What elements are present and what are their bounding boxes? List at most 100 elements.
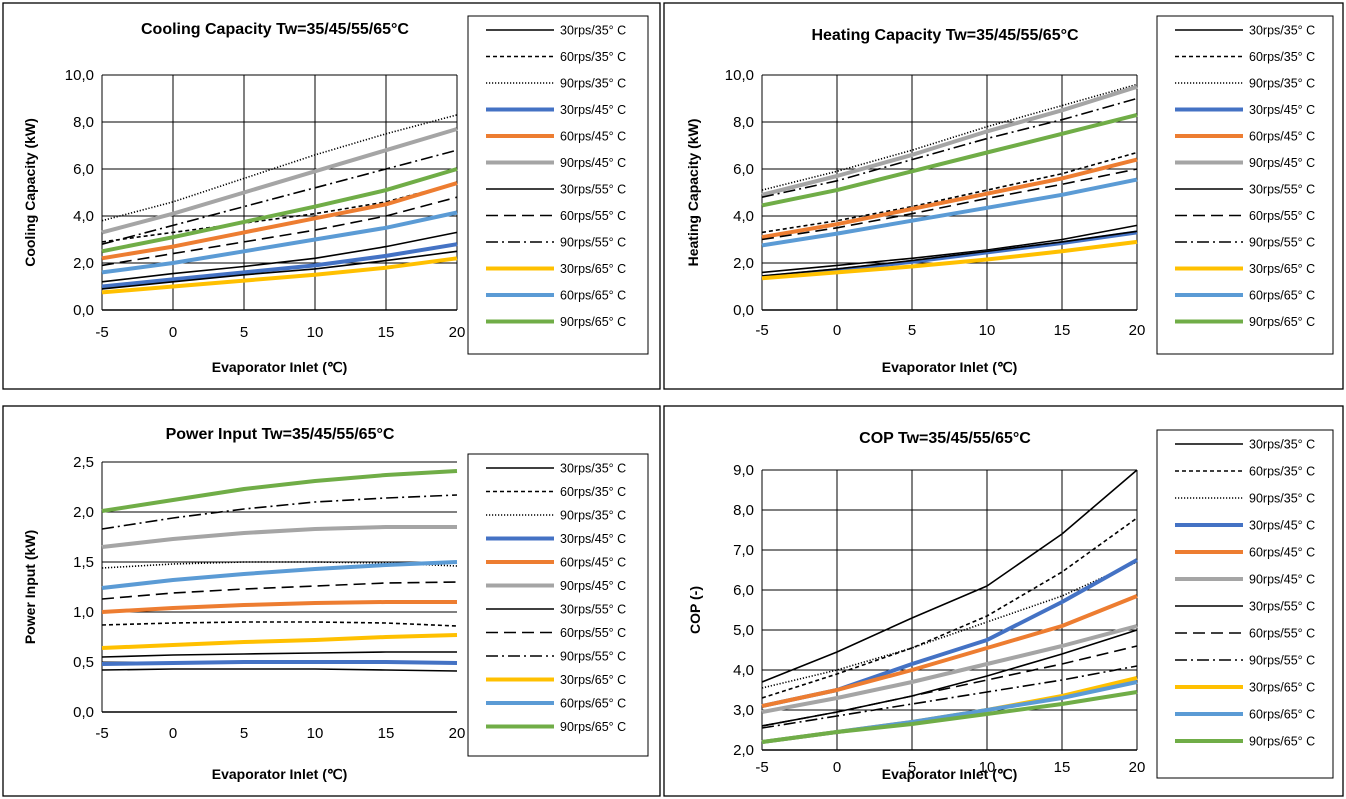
- y-axis-title: Cooling Capacity (kW): [22, 118, 38, 267]
- legend-label: 60rps/55° C: [1249, 627, 1315, 641]
- legend-label: 60rps/35° C: [1249, 465, 1315, 479]
- y-tick-label: 2,0: [733, 742, 754, 759]
- legend-label: 30rps/65° C: [1249, 262, 1315, 276]
- series-line: [101, 633, 458, 650]
- legend-label: 60rps/45° C: [560, 130, 626, 144]
- y-tick-label: 9,0: [733, 462, 754, 479]
- series-line: [761, 157, 1138, 240]
- x-axis-title: Evaporator Inlet (℃): [882, 359, 1018, 375]
- series-line: [761, 690, 1138, 744]
- x-axis-title: Evaporator Inlet (℃): [882, 766, 1018, 782]
- chart-title: COP Tw=35/45/55/65°C: [859, 430, 1031, 447]
- y-tick-label: 7,0: [733, 542, 754, 559]
- series-line: [761, 177, 1138, 248]
- legend-label: 90rps/65° C: [560, 720, 626, 734]
- series-line: [761, 224, 1138, 274]
- y-tick-label: 4,0: [733, 662, 754, 679]
- x-tick-label: 0: [833, 322, 841, 339]
- legend-label: 60rps/55° C: [560, 209, 626, 223]
- y-tick-label: 2,0: [73, 255, 94, 272]
- legend: 30rps/35° C 60rps/35° C 90rps/35° C 30rps/4…: [467, 453, 649, 757]
- legend-label: 30rps/65° C: [560, 673, 626, 687]
- series-line: [101, 256, 458, 295]
- x-tick-label: 20: [1129, 759, 1146, 776]
- legend-label: 30rps/35° C: [560, 24, 626, 38]
- y-tick-label: 4,0: [73, 208, 94, 225]
- legend-label: 30rps/55° C: [1249, 183, 1315, 197]
- legend-label: 90rps/35° C: [1249, 492, 1315, 506]
- x-tick-label: -5: [95, 725, 108, 742]
- series-line: [101, 525, 457, 549]
- legend-label: 60rps/55° C: [560, 626, 626, 640]
- y-tick-label: 0,0: [73, 302, 94, 319]
- legend: 30rps/35° C 60rps/35° C 90rps/35° C 30rps/4…: [1156, 15, 1334, 355]
- legend-label: 30rps/55° C: [1249, 600, 1315, 614]
- legend-box: [467, 15, 649, 355]
- x-tick-label: 20: [449, 725, 466, 742]
- series-line: [761, 84, 1138, 197]
- y-tick-label: 8,0: [733, 114, 754, 131]
- series-line: [101, 581, 458, 600]
- legend: 30rps/35° C 60rps/35° C 90rps/35° C 30rps/4…: [467, 15, 649, 355]
- y-axis-title: Power Input (kW): [22, 530, 38, 644]
- power-input-chart: 0,0 0,5 1,0 1,5 2,0 2,5 -5 0 5 10 15 20 Power Input …: [2, 405, 661, 797]
- heating-capacity-chart: 0,0 2,0 4,0 6,0 8,0 10,0 -5 0 5 10 15 20 Heating Cap…: [663, 2, 1344, 390]
- series-line: [761, 517, 1138, 699]
- cooling-capacity-chart: 0,0 2,0 4,0 6,0 8,0 10,0 -5 0 5 10 15 20 Cooling Cap…: [2, 2, 661, 390]
- series-line: [101, 668, 458, 672]
- legend-label: 60rps/45° C: [560, 556, 626, 570]
- series-line: [101, 561, 458, 569]
- x-tick-label: 15: [1054, 759, 1071, 776]
- y-tick-label: 1,0: [73, 604, 94, 621]
- series-line: [101, 242, 458, 289]
- legend-label: 30rps/45° C: [1249, 103, 1315, 117]
- legend-label: 60rps/65° C: [560, 289, 626, 303]
- chart-title: Heating Capacity Tw=35/45/55/65°C: [811, 27, 1079, 44]
- x-tick-label: 10: [307, 324, 324, 341]
- legend-label: 30rps/35° C: [1249, 438, 1315, 452]
- y-axis-title: Heating Capacity (kW): [685, 119, 701, 267]
- legend-label: 30rps/55° C: [560, 183, 626, 197]
- series-line: [101, 210, 458, 275]
- legend-label: 90rps/45° C: [1249, 156, 1315, 170]
- legend-label: 90rps/45° C: [560, 156, 626, 170]
- legend-label: 60rps/65° C: [560, 697, 626, 711]
- series-line: [761, 665, 1138, 729]
- series-line: [761, 168, 1138, 241]
- legend-label: 90rps/45° C: [1249, 573, 1315, 587]
- y-tick-label: 6,0: [733, 582, 754, 599]
- x-tick-label: 5: [908, 322, 916, 339]
- legend-label: 30rps/65° C: [560, 262, 626, 276]
- series-line: [101, 127, 458, 235]
- x-tick-label: 0: [169, 324, 177, 341]
- x-tick-label: 10: [979, 759, 996, 776]
- y-tick-label: 0,0: [73, 704, 94, 721]
- legend-label: 90rps/65° C: [560, 315, 626, 329]
- chart-title: Power Input Tw=35/45/55/65°C: [166, 426, 395, 443]
- series-line: [101, 167, 458, 254]
- series-line: [101, 621, 458, 627]
- legend-label: 90rps/35° C: [1249, 77, 1315, 91]
- legend-label: 30rps/65° C: [1249, 681, 1315, 695]
- series-line: [101, 494, 458, 530]
- x-tick-label: -5: [95, 324, 108, 341]
- y-tick-label: 6,0: [733, 161, 754, 178]
- cop-chart: 2,0 3,0 4,0 5,0 6,0 7,0 8,0 9,0 -5 0 5 10 15 20 COP Tw…: [663, 405, 1344, 797]
- legend-label: 30rps/35° C: [1249, 24, 1315, 38]
- x-axis-title: Evaporator Inlet (℃): [212, 359, 348, 375]
- x-tick-label: -5: [755, 759, 768, 776]
- legend-label: 90rps/55° C: [1249, 654, 1315, 668]
- y-tick-label: 8,0: [73, 114, 94, 131]
- series-line: [101, 600, 457, 614]
- x-axis-title: Evaporator Inlet (℃): [212, 766, 348, 782]
- chart-title: Cooling Capacity Tw=35/45/55/65°C: [141, 21, 409, 38]
- x-tick-label: 0: [833, 759, 841, 776]
- y-tick-label: 5,0: [733, 622, 754, 639]
- x-tick-label: 20: [1129, 322, 1146, 339]
- x-tick-label: 5: [240, 324, 248, 341]
- legend-label: 60rps/35° C: [560, 50, 626, 64]
- legend-label: 90rps/65° C: [1249, 735, 1315, 749]
- legend-label: 30rps/45° C: [1249, 519, 1315, 533]
